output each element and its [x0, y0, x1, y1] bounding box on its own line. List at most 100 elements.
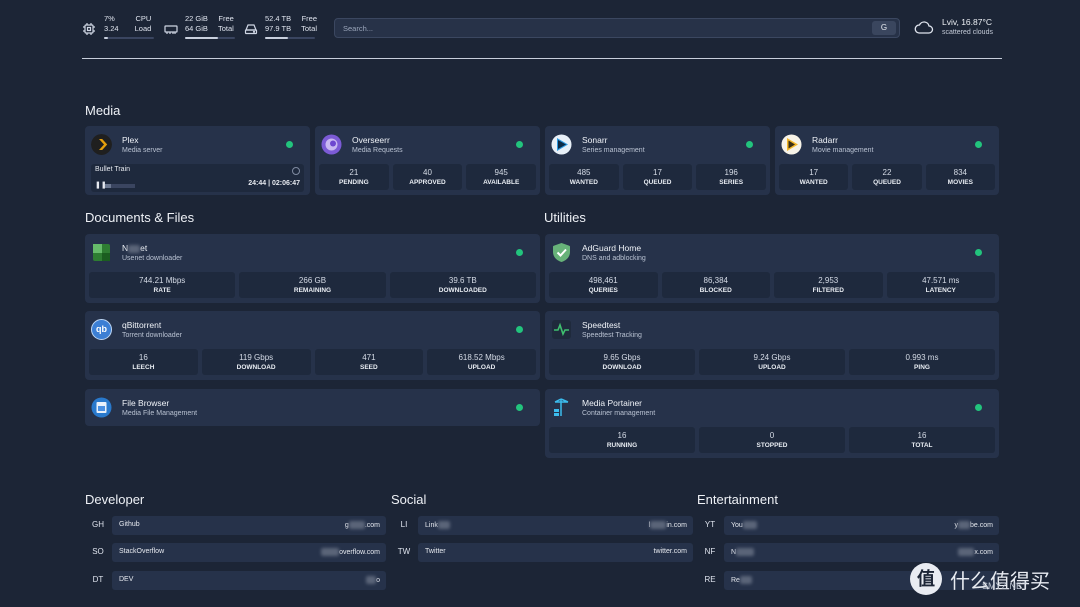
bookmark-name: Re	[731, 576, 752, 584]
plex-logo-icon	[91, 134, 112, 155]
section-title-developer: Developer	[85, 492, 145, 507]
disk-total: 97.9 TB	[265, 24, 292, 33]
qbittorrent-metrics: 16 LEECH 119 Gbps DOWNLOAD 471 SEED 618.52 …	[89, 349, 536, 375]
portainer-desc: Container management	[582, 410, 656, 417]
plex-now-playing[interactable]: Bullet Train ❚❚ 24:44 | 02:06:47	[91, 164, 304, 192]
qbittorrent-card[interactable]: qb qBittorrent Torrent downloader 16 LEEC…	[85, 311, 540, 380]
weather-widget: Lviv, 16.87°C scattered clouds	[914, 17, 993, 38]
bookmark-dev[interactable]: DT DEV o	[85, 571, 386, 590]
bookmark-name: You	[731, 521, 757, 529]
nzbget-metrics: 744.21 Mbps RATE 266 GB REMAINING 39.6 TB D…	[89, 272, 536, 298]
weather-location: Lviv, 16.87°C	[942, 17, 993, 27]
metric-queued: 22 QUEUED	[852, 164, 922, 190]
status-online-dot	[516, 326, 523, 333]
pause-icon[interactable]: ❚❚	[95, 182, 107, 189]
overseerr-name: Overseerr	[352, 135, 390, 145]
metric-leech: 16 LEECH	[89, 349, 198, 375]
load-label: Load	[134, 24, 152, 33]
metric-queued: 17 QUEUED	[622, 164, 693, 190]
adguard-shield-icon	[553, 243, 570, 262]
bookmark-abbr: NF	[704, 547, 716, 556]
metric-downloaded: 39.6 TB DOWNLOADED	[389, 272, 536, 298]
metric-rate: 744.21 Mbps RATE	[89, 272, 236, 298]
overseerr-metrics: 21 PENDING 40 APPROVED 945 AVAILABLE	[319, 164, 537, 190]
section-title-social: Social	[391, 492, 427, 507]
metric-total: 16 TOTAL	[849, 427, 995, 453]
bookmark-github[interactable]: GH Github g .com	[85, 516, 386, 535]
metric-pending: 21 PENDING	[319, 164, 389, 190]
radarr-card[interactable]: Radarr Movie management 17 WANTED 22 QUEUE…	[775, 126, 999, 195]
portainer-metrics: 16 RUNNING 0 STOPPED 16 TOTAL	[549, 427, 995, 453]
speedtest-desc: Speedtest Tracking	[582, 332, 642, 339]
bookmark-name: DEV	[119, 576, 134, 583]
cpu-percent: 7%	[104, 14, 115, 23]
metric-remaining: 266 GB REMAINING	[239, 272, 386, 298]
playback-progress[interactable]	[105, 184, 135, 188]
bookmark-twitter[interactable]: TW Twitter twitter.com	[391, 543, 693, 562]
status-online-dot	[975, 249, 982, 256]
metric-ping: 0.993 ms PING	[849, 349, 995, 375]
bookmark-abbr: DT	[92, 575, 104, 584]
bookmark-url: y be.com	[954, 521, 993, 529]
watermark-sub: SMYZ.NET	[982, 581, 1028, 591]
total-label: Total	[217, 24, 234, 33]
plex-card[interactable]: Plex Media server Bullet Train ❚❚ 24:44 …	[85, 126, 310, 195]
speedtest-card[interactable]: Speedtest Speedtest Tracking 9.65 Gbps DO…	[545, 311, 999, 380]
disk-stat: 52.4 TB 97.9 TB Free Total	[244, 14, 317, 44]
bookmark-url: g .com	[344, 521, 380, 529]
bookmark-url: lin.com	[649, 521, 687, 529]
section-title-documents: Documents & Files	[85, 210, 195, 225]
overseerr-desc: Media Requests	[352, 147, 403, 154]
speedtest-name: Speedtest	[582, 320, 621, 330]
metric-upload: 618.52 Mbps UPLOAD	[427, 349, 536, 375]
portainer-crane-icon	[554, 398, 569, 416]
cpu-icon	[83, 23, 95, 35]
metric-approved: 40 APPROVED	[392, 164, 463, 190]
weather-condition: scattered clouds	[942, 29, 993, 36]
radarr-logo-icon	[781, 134, 802, 155]
metric-filtered: 2,953 FILTERED	[774, 272, 883, 298]
bookmark-netflix[interactable]: NF N x.com	[697, 543, 999, 562]
status-online-dot	[975, 141, 982, 148]
section-title-entertainment: Entertainment	[697, 492, 778, 507]
metric-download: 119 Gbps DOWNLOAD	[201, 349, 311, 375]
search-input[interactable]: Search... G	[334, 18, 900, 38]
overseerr-logo-icon	[321, 134, 342, 155]
adguard-card[interactable]: AdGuard Home DNS and adblocking 498,461 Q…	[545, 234, 999, 303]
now-playing-title: Bullet Train	[95, 166, 131, 173]
portainer-name: Media Portainer	[582, 398, 643, 408]
overseerr-card[interactable]: Overseerr Media Requests 21 PENDING 40 APP…	[315, 126, 540, 195]
free-label: Free	[301, 14, 317, 23]
status-online-dot	[286, 141, 293, 148]
portainer-card[interactable]: Media Portainer Container management 16 R…	[545, 389, 999, 458]
bookmark-youtube[interactable]: YT You y be.com	[697, 516, 999, 535]
free-label: Free	[218, 14, 234, 23]
memory-total: 64 GiB	[185, 24, 208, 33]
metric-seed: 471 SEED	[314, 349, 424, 375]
header-divider	[82, 58, 1002, 59]
bookmark-stackoverflow[interactable]: SO StackOverflow overflow.com	[85, 543, 386, 562]
bookmark-url: o	[366, 576, 380, 584]
metric-wanted: 17 WANTED	[779, 164, 849, 190]
cpu-bar-fill	[104, 37, 108, 39]
metric-series: 196 SERIES	[696, 164, 767, 190]
qbittorrent-name: qBittorrent	[122, 320, 162, 330]
top-bar: 7% 3.24 CPU Load 22 GiB 64 GiB Free Tota…	[82, 14, 1002, 44]
radarr-metrics: 17 WANTED 22 QUEUED 834 MOVIES	[779, 164, 995, 190]
memory-stat: 22 GiB 64 GiB Free Total	[164, 14, 235, 44]
sonarr-card[interactable]: Sonarr Series management 485 WANTED 17 QUE…	[545, 126, 770, 195]
bookmark-name: Github	[119, 521, 140, 528]
status-online-dot	[516, 141, 523, 148]
filebrowser-card[interactable]: File Browser Media File Management	[85, 389, 540, 426]
metric-wanted: 485 WANTED	[549, 164, 619, 190]
section-title-media: Media	[85, 103, 121, 118]
bookmark-name: N	[731, 548, 755, 556]
stream-status-icon	[292, 167, 300, 175]
memory-bar	[185, 37, 235, 39]
google-search-button[interactable]: G	[872, 21, 896, 35]
bookmark-linkedin[interactable]: LI Link lin.com	[391, 516, 693, 535]
memory-bar-fill	[185, 37, 218, 39]
status-online-dot	[975, 404, 982, 411]
